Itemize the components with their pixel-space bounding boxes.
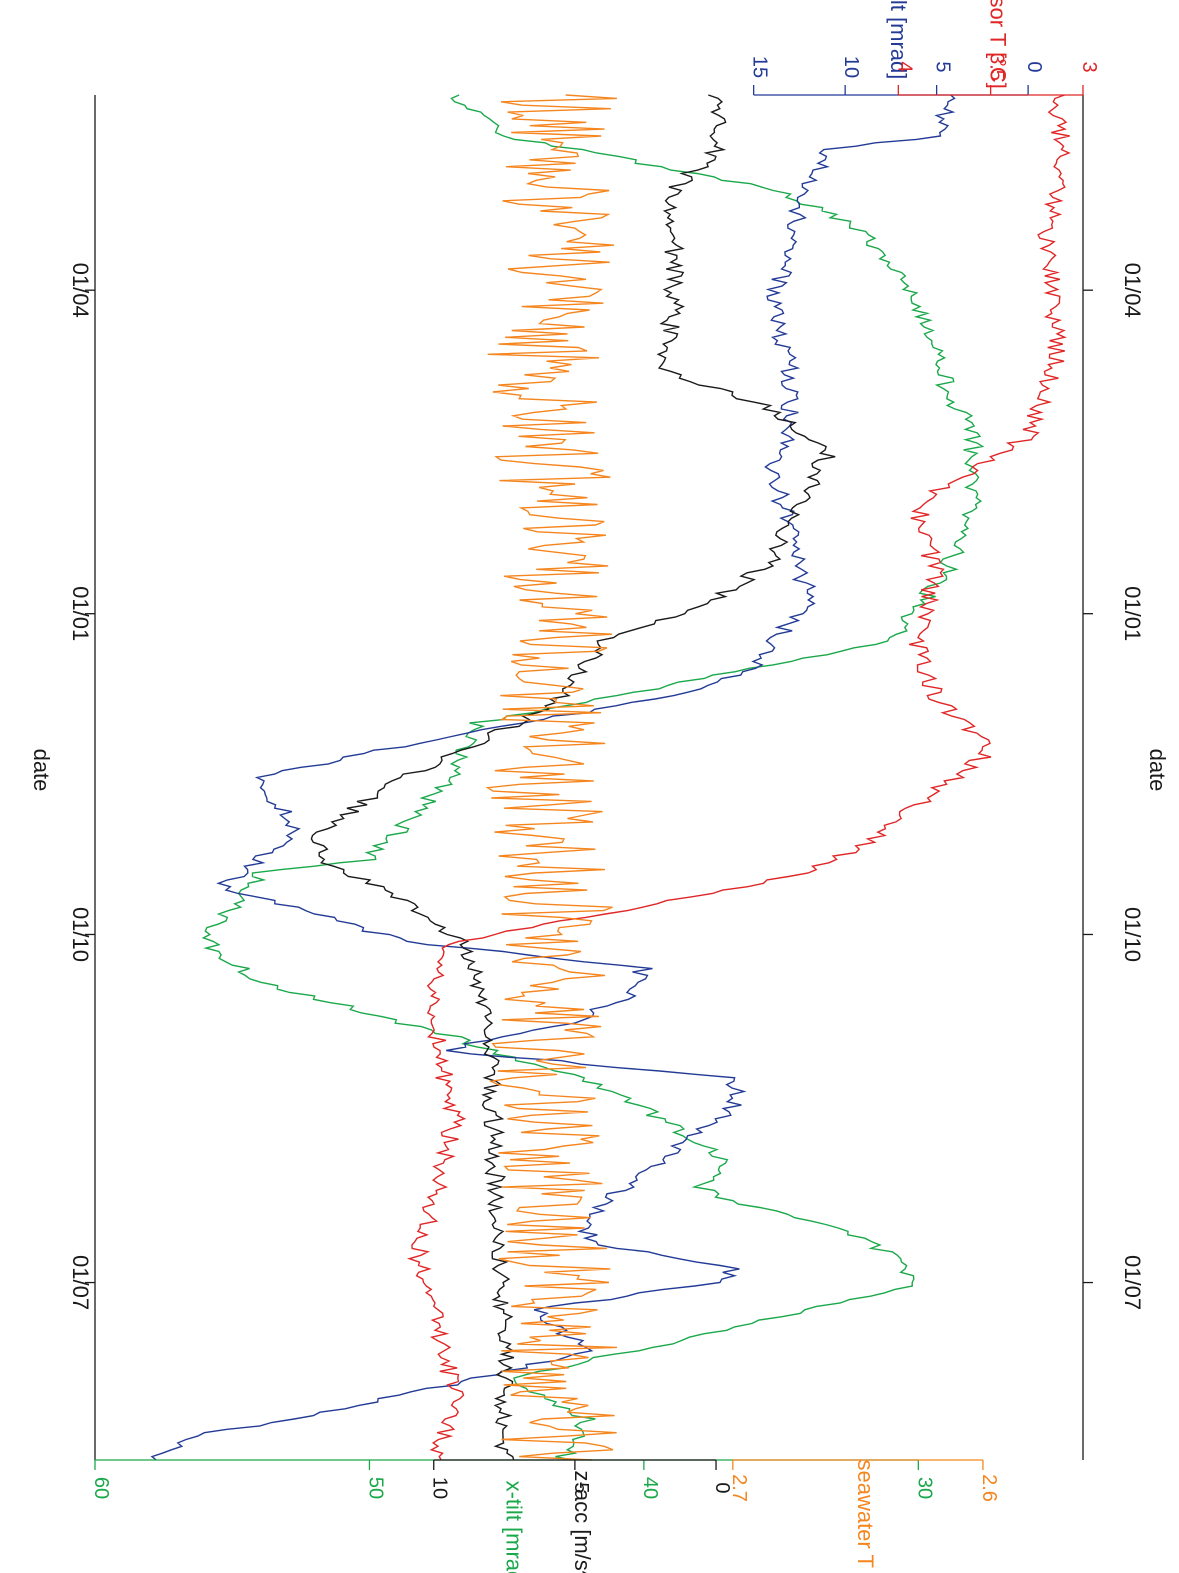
x-axis-label-bottom: date: [1145, 749, 1170, 792]
value-tick-label-3-1: 3.5: [986, 53, 1008, 81]
value-axis-title-2: z-acc [m/s^2]: [570, 1471, 595, 1573]
value-tick-label-0-3: 60: [90, 1477, 112, 1499]
value-tick-label-4-0: 2.6: [978, 1474, 1000, 1502]
time-tick-label-0-3: 01/04: [68, 263, 93, 318]
value-axis-title-0: x-tilt [mrad]: [502, 1481, 527, 1573]
value-tick-label-0-0: 30: [913, 1477, 935, 1499]
value-axis-title-1: y-tilt [mrad]: [886, 0, 911, 79]
time-tick-label-1-0: 01/07: [1120, 1255, 1145, 1310]
rotated-plot-area: 01/07 01/10 01/01 01/04 01/07 01/10 01/01 01/04…: [68, 0, 1145, 1573]
value-tick-label-1-2: 10: [840, 56, 862, 78]
series-line-4: [485, 94, 618, 1461]
time-tick-label-0-1: 01/10: [68, 907, 93, 962]
x-axis-label-top: date: [29, 749, 54, 792]
series-line-1: [150, 94, 956, 1461]
value-tick-label-2-2: 10: [429, 1477, 451, 1499]
time-tick-label-1-3: 01/04: [1120, 263, 1145, 318]
value-tick-label-1-1: 5: [932, 61, 954, 72]
value-tick-label-0-1: 40: [639, 1477, 661, 1499]
axes: 01/07 01/10 01/01 01/04 01/07 01/10 01/01 01/04…: [68, 0, 1145, 1573]
value-axis-title-4: seawater T [°C]: [853, 1459, 878, 1573]
series-line-2: [310, 94, 836, 1461]
series-line-0: [201, 94, 985, 1461]
value-axis-title-3: sensor T [°C]: [986, 0, 1011, 89]
time-tick-label-0-2: 01/01: [68, 586, 93, 641]
series-lines: [150, 94, 1071, 1461]
value-tick-label-1-0: 0: [1023, 61, 1045, 72]
series-line-3: [406, 94, 1071, 1461]
value-tick-label-3-2: 4: [893, 61, 915, 72]
time-tick-label-1-2: 01/01: [1120, 586, 1145, 641]
value-tick-label-0-2: 50: [364, 1477, 386, 1499]
value-tick-label-1-3: 15: [749, 56, 771, 78]
value-tick-label-2-0: 0: [711, 1482, 733, 1493]
value-tick-label-4-1: 2.7: [728, 1474, 750, 1502]
time-tick-label-0-0: 01/07: [68, 1255, 93, 1310]
time-tick-label-1-1: 01/10: [1120, 907, 1145, 962]
value-tick-label-3-0: 3: [1078, 61, 1100, 72]
value-tick-label-2-1: 5: [570, 1482, 592, 1493]
